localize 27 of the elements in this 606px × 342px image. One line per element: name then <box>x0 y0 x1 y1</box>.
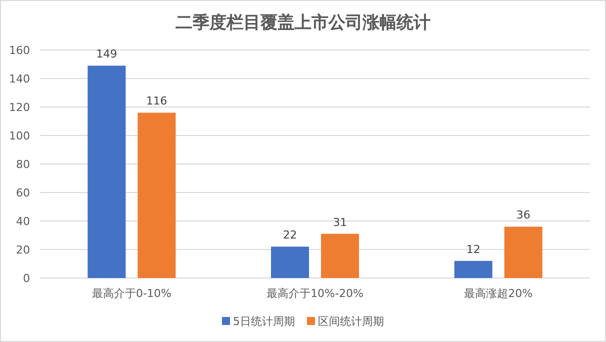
x-tick-label: 最高介于10%-20% <box>266 287 364 300</box>
y-tick-label: 20 <box>16 244 30 256</box>
y-tick-label: 120 <box>9 101 30 114</box>
y-tick-label: 100 <box>9 130 30 142</box>
legend-label: 5日统计周期 <box>233 315 295 328</box>
y-tick-label: 80 <box>16 158 30 171</box>
bar <box>321 234 359 278</box>
y-tick-label: 60 <box>16 186 30 200</box>
data-label: 31 <box>333 216 347 229</box>
y-tick-label: 0 <box>23 272 30 285</box>
y-tick-label: 40 <box>16 215 30 228</box>
y-tick-label: 140 <box>9 72 30 86</box>
data-label: 12 <box>466 242 480 256</box>
data-label: 36 <box>516 208 530 222</box>
bar <box>454 260 492 278</box>
data-label: 22 <box>283 228 297 242</box>
data-label: 116 <box>146 94 168 108</box>
x-tick-label: 最高介于0-10% <box>92 287 172 300</box>
bar <box>88 66 126 278</box>
bar <box>138 112 176 278</box>
x-tick-label: 最高涨超20% <box>464 287 533 300</box>
data-label: 149 <box>96 48 118 61</box>
legend-label: 区间统计周期 <box>318 315 384 328</box>
bar <box>271 246 309 278</box>
bar <box>504 226 542 278</box>
chart-title: 二季度栏目覆盖上市公司涨幅统计 <box>176 12 430 33</box>
y-tick-label: 160 <box>9 44 30 57</box>
